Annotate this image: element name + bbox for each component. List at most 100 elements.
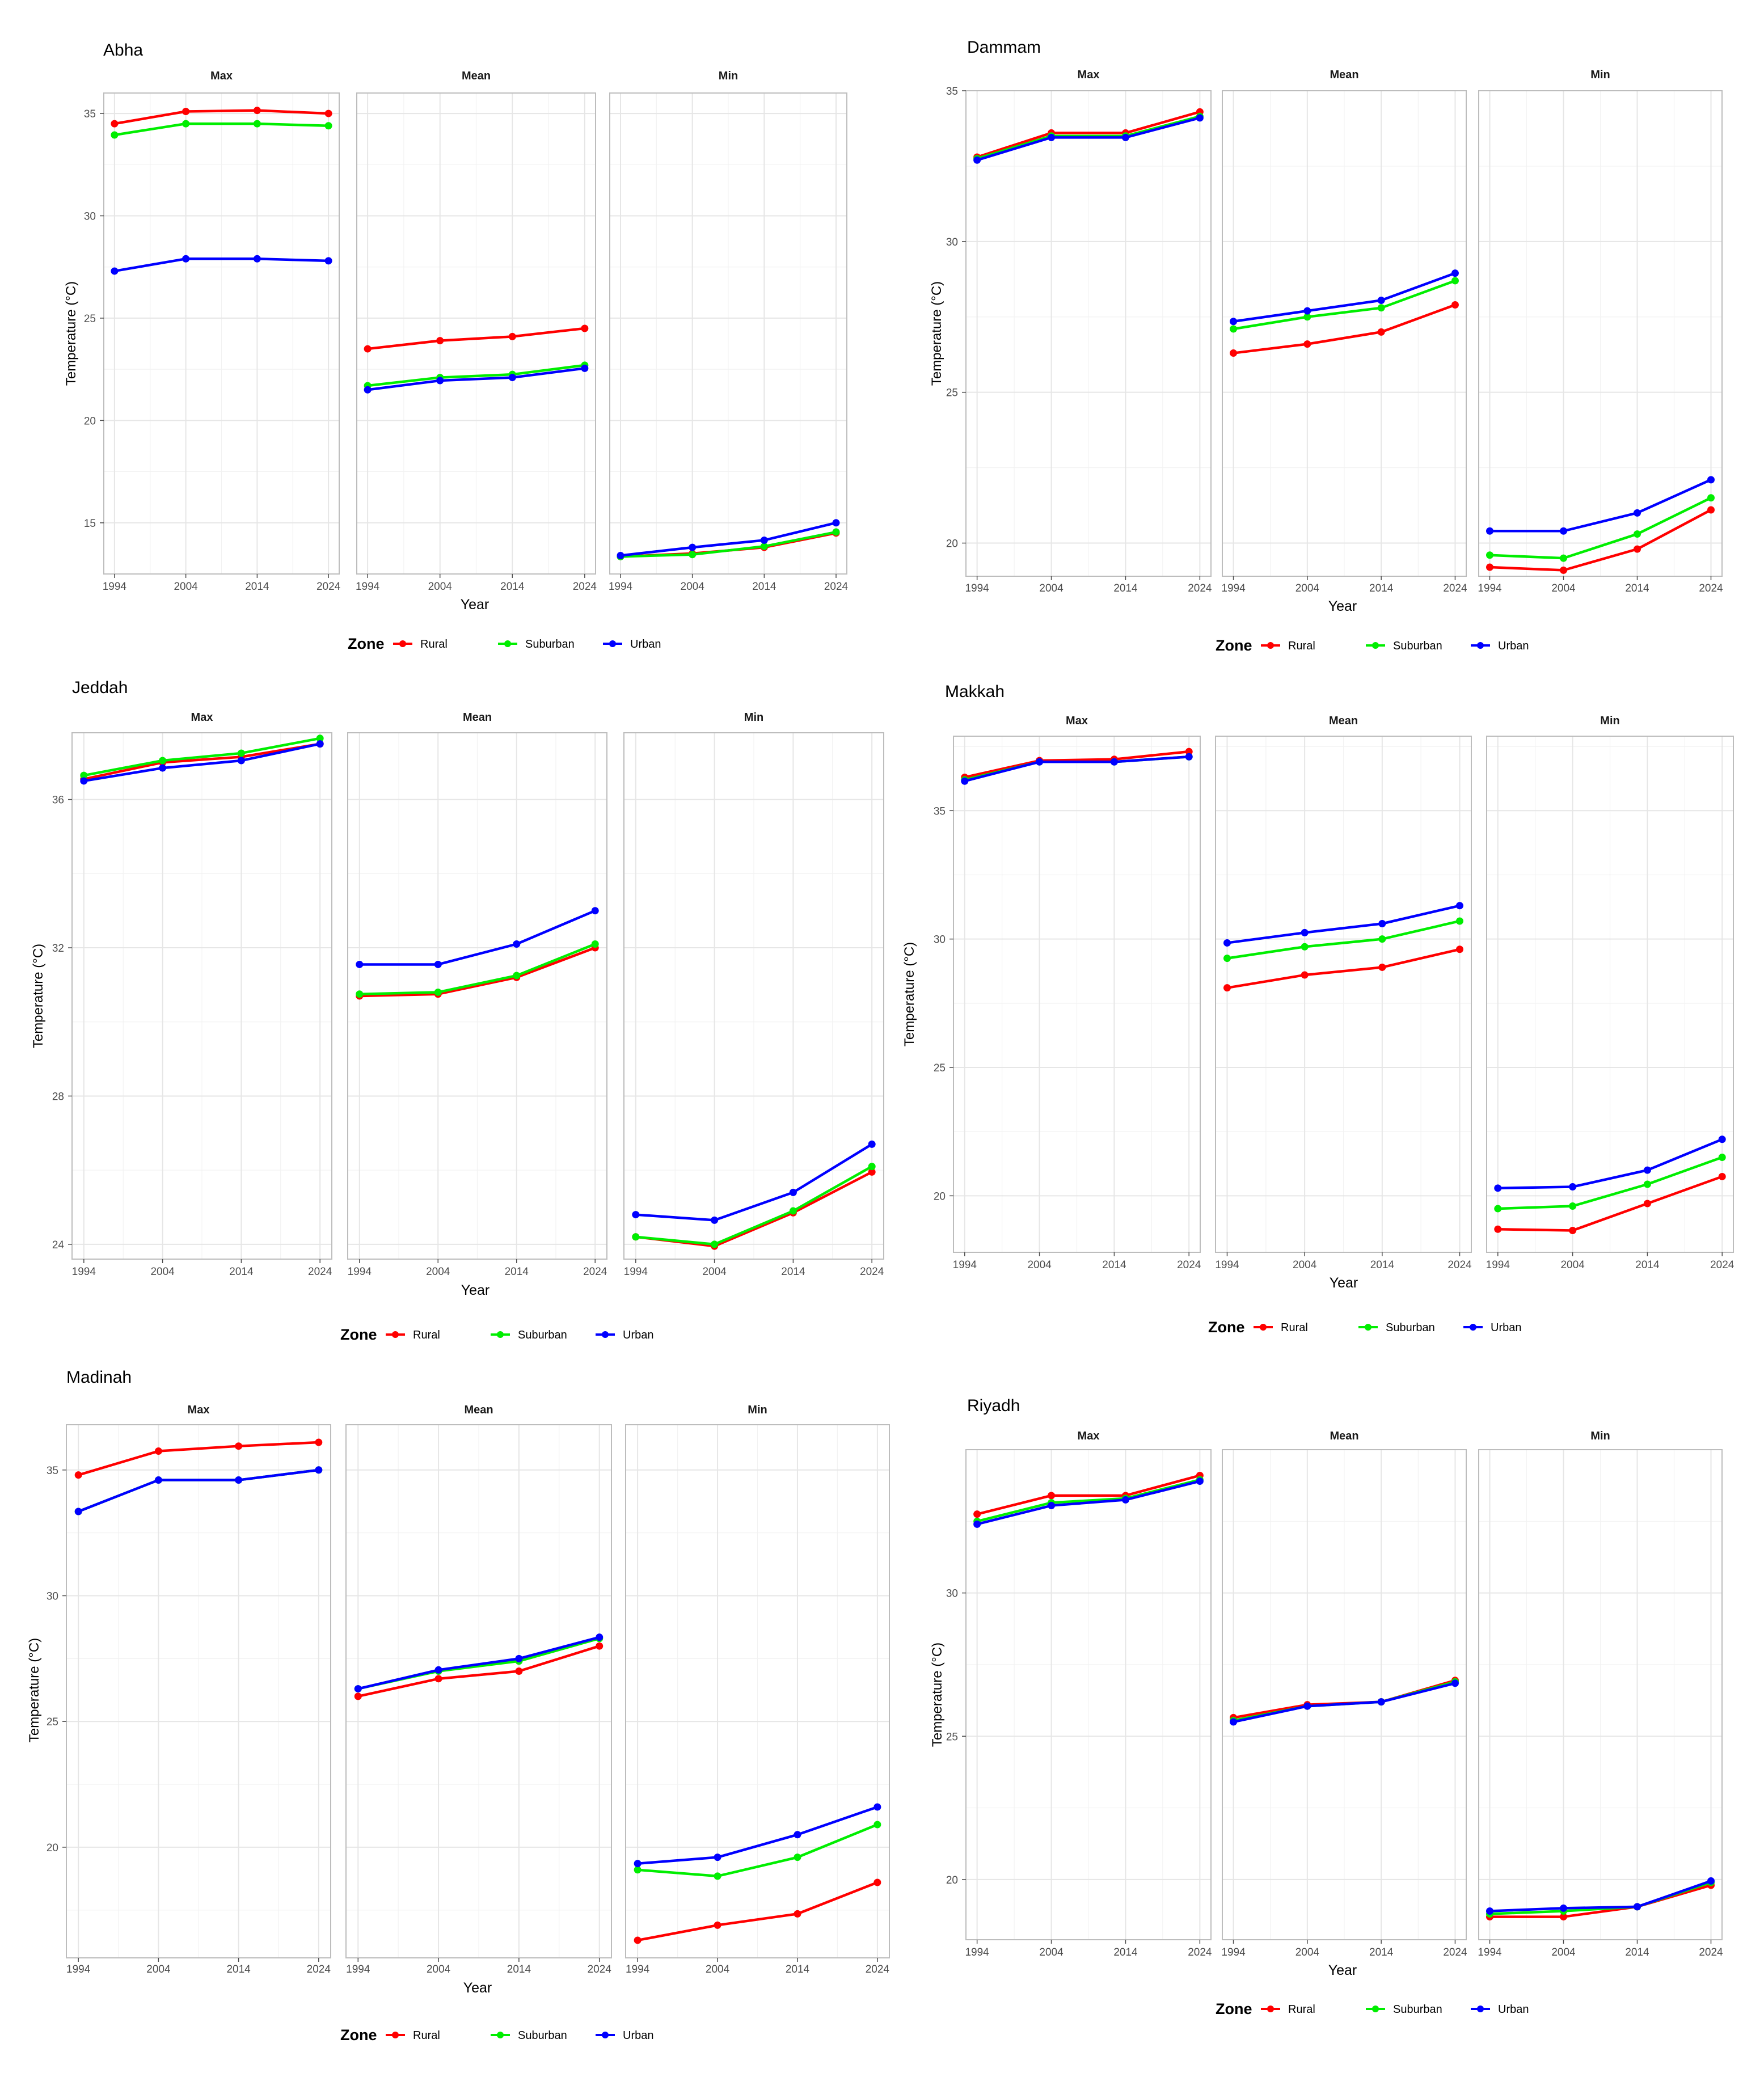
x-tick-label-2014: 2014 (245, 581, 269, 593)
x-tick-label-2024: 2024 (1448, 1259, 1472, 1271)
strip-label-madinah-min: Min (748, 1404, 767, 1416)
legend-key-point-suburban (1372, 642, 1379, 649)
data-point-jeddah-min-urban-2024 (868, 1140, 876, 1148)
x-tick-label-2024: 2024 (583, 1266, 607, 1278)
data-point-madinah-min-urban-2014 (794, 1831, 801, 1839)
data-point-dammam-mean-rural-2004 (1303, 340, 1311, 348)
series-line-jeddah-min-urban (635, 1143, 873, 1222)
legend-key-point-rural (392, 2032, 399, 2038)
legend-dammam: Zone Rural Suburban Urban (1216, 637, 1529, 654)
data-point-makkah-max-urban-2024 (1185, 753, 1193, 761)
data-point-dammam-min-suburban-1994 (1486, 551, 1493, 559)
x-tick-label-2014: 2014 (226, 1964, 251, 1975)
data-point-madinah-mean-rural-2024 (596, 1642, 604, 1650)
y-tick-label-20: 20 (946, 1874, 958, 1886)
panel-riyadh-mean: Mean 1994 2004 2014 2024 (1221, 1430, 1467, 1958)
data-point-jeddah-max-urban-2004 (159, 764, 167, 772)
data-point-dammam-max-urban-1994 (973, 156, 981, 164)
data-point-riyadh-mean-urban-2004 (1303, 1702, 1311, 1710)
data-point-dammam-mean-urban-2024 (1451, 269, 1459, 277)
x-tick-label-2014: 2014 (1113, 1947, 1138, 1958)
data-point-makkah-min-urban-2004 (1569, 1183, 1577, 1191)
series-line-abha-max-urban (114, 257, 329, 273)
legend-jeddah: Zone Rural Suburban Urban (340, 1326, 653, 1343)
x-tick-label-1994: 1994 (1486, 1259, 1510, 1271)
panel-border-makkah-mean (1215, 736, 1472, 1253)
y-tick-label-36: 36 (52, 795, 64, 807)
data-point-jeddah-min-suburban-1994 (632, 1233, 640, 1241)
legend-label-rural: Rural (413, 1329, 440, 1341)
x-tick-label-1994: 1994 (1215, 1259, 1239, 1271)
panel-border-abha-min (609, 92, 847, 575)
data-point-jeddah-min-suburban-2014 (789, 1207, 797, 1215)
series-line-dammam-max-urban (976, 116, 1200, 162)
legend-label-urban: Urban (1498, 640, 1529, 652)
data-point-jeddah-mean-suburban-1994 (356, 990, 364, 998)
strip-label-abha-max: Max (210, 70, 233, 82)
data-point-makkah-min-suburban-2014 (1643, 1180, 1651, 1188)
x-tick-label-2014: 2014 (1635, 1259, 1660, 1271)
data-point-makkah-mean-rural-2024 (1456, 945, 1463, 953)
chart-title-madinah: Madinah (66, 1368, 132, 1387)
data-point-jeddah-mean-urban-2014 (513, 940, 521, 948)
strip-label-madinah-max: Max (188, 1404, 210, 1416)
data-point-jeddah-min-urban-2014 (789, 1188, 797, 1196)
y-axis-title-riyadh: Temperature (°C) (930, 1643, 945, 1747)
data-point-dammam-min-suburban-2024 (1707, 494, 1715, 502)
data-point-jeddah-min-suburban-2024 (868, 1163, 876, 1171)
data-point-abha-min-urban-2014 (760, 536, 768, 544)
data-point-madinah-min-urban-2004 (714, 1854, 721, 1861)
legend-title-dammam: Zone (1216, 637, 1252, 654)
legend-title-makkah: Zone (1208, 1319, 1245, 1336)
data-point-makkah-mean-suburban-2014 (1378, 935, 1386, 943)
series-line-makkah-mean-rural (1227, 948, 1461, 989)
series-line-dammam-mean-rural (1233, 303, 1456, 354)
y-axis-title-makkah: Temperature (°C) (902, 942, 917, 1046)
data-point-jeddah-mean-suburban-2004 (434, 988, 442, 996)
x-tick-label-1994: 1994 (1478, 582, 1502, 594)
panel-border-dammam-max (965, 90, 1212, 577)
strip-label-makkah-max: Max (1066, 715, 1088, 727)
panel-border-riyadh-max (965, 1449, 1212, 1940)
panel-madinah-max: Max 1994 2004 2014 2024 20 25 30 35 (47, 1404, 331, 1975)
legend-key-point-urban (609, 640, 616, 647)
panel-border-jeddah-max (71, 732, 332, 1260)
data-point-abha-mean-rural-2004 (436, 337, 444, 345)
data-point-madinah-min-suburban-2014 (794, 1854, 801, 1861)
series-line-jeddah-min-suburban (635, 1165, 873, 1246)
y-tick-label-20: 20 (84, 415, 96, 427)
series-line-jeddah-max-urban (83, 742, 320, 783)
legend-label-suburban: Suburban (1393, 2003, 1442, 2016)
data-point-madinah-min-rural-1994 (634, 1936, 642, 1944)
series-line-madinah-mean-urban (357, 1636, 600, 1690)
data-point-jeddah-mean-suburban-2024 (591, 940, 599, 948)
legend-key-point-urban (1477, 2006, 1484, 2012)
panel-border-riyadh-min (1478, 1449, 1723, 1940)
x-tick-label-2014: 2014 (786, 1964, 810, 1975)
x-tick-label-2004: 2004 (1295, 582, 1320, 594)
legend-makkah: Zone Rural Suburban Urban (1208, 1319, 1521, 1336)
legend-key-point-rural (399, 640, 406, 647)
series-line-abha-min-suburban (620, 530, 837, 558)
data-point-abha-mean-urban-2014 (508, 374, 516, 382)
strip-label-jeddah-mean: Mean (463, 711, 492, 724)
data-point-riyadh-max-urban-2004 (1048, 1502, 1056, 1510)
panel-dammam-min: Min 1994 2004 2014 2024 (1478, 69, 1723, 594)
panel-abha-max: Max 1994 2004 2014 2024 15 20 25 30 35 (84, 70, 341, 593)
chart-title-makkah: Makkah (945, 682, 1005, 701)
data-point-abha-mean-urban-1994 (364, 386, 372, 394)
legend-label-rural: Rural (420, 638, 448, 651)
data-point-makkah-min-rural-1994 (1494, 1225, 1502, 1233)
x-tick-label-2024: 2024 (308, 1266, 332, 1278)
y-axis-title-jeddah: Temperature (°C) (31, 944, 46, 1048)
y-axis-title-madinah: Temperature (°C) (27, 1638, 42, 1742)
data-point-riyadh-max-rural-1994 (973, 1510, 981, 1518)
x-axis-title-madinah: Year (463, 1980, 492, 1996)
x-tick-label-2014: 2014 (781, 1266, 805, 1278)
x-tick-label-2014: 2014 (1369, 582, 1394, 594)
data-point-madinah-max-urban-2004 (154, 1476, 162, 1484)
data-point-riyadh-min-urban-2024 (1707, 1877, 1715, 1885)
data-point-makkah-mean-urban-2004 (1301, 928, 1309, 936)
data-point-jeddah-mean-urban-2024 (591, 907, 599, 915)
x-tick-label-2004: 2004 (150, 1266, 175, 1278)
